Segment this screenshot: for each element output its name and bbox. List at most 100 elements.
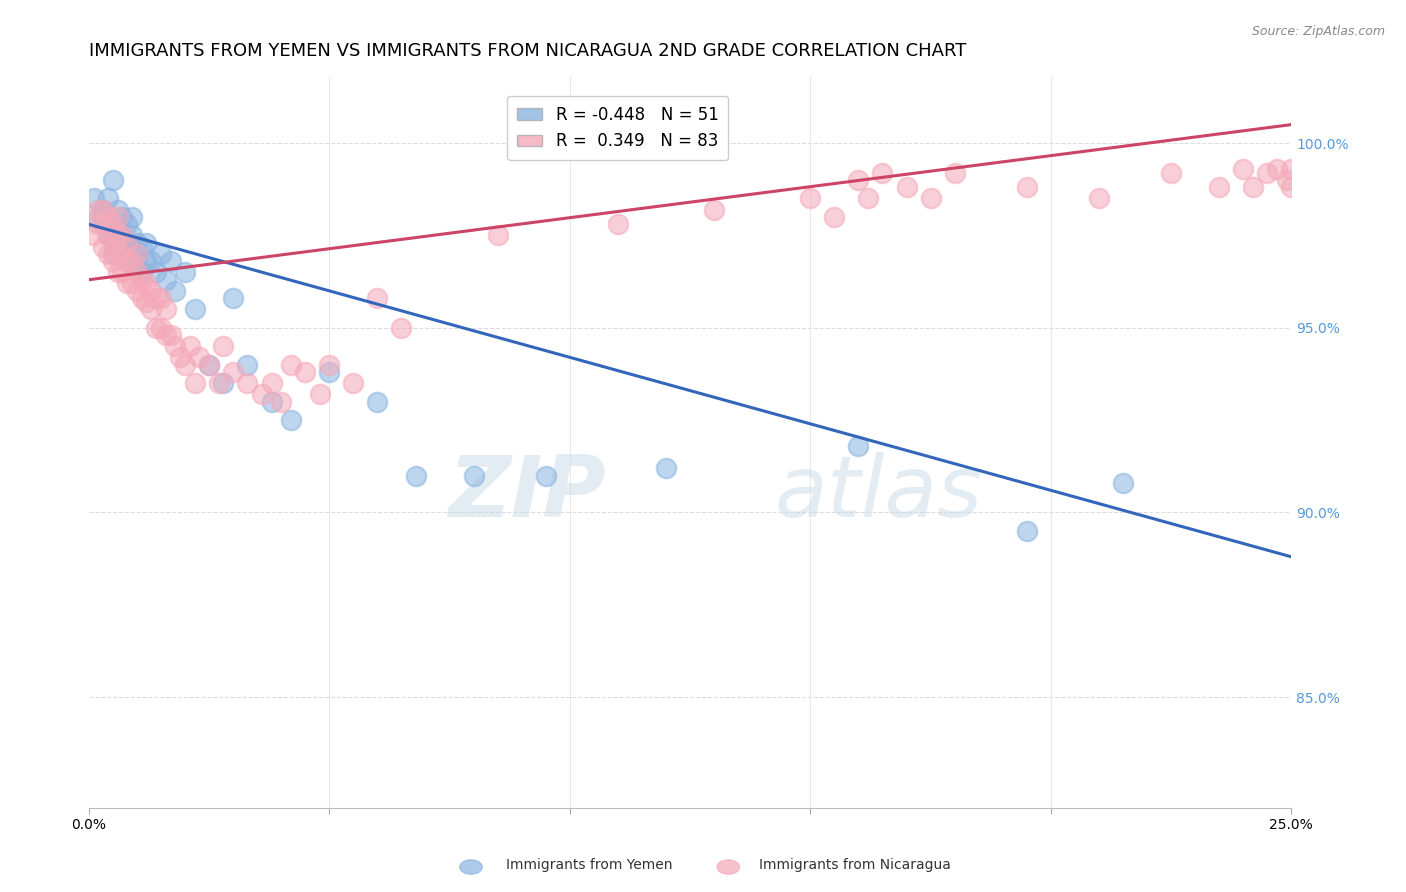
Point <box>91 218 114 232</box>
Text: Immigrants from Nicaragua: Immigrants from Nicaragua <box>759 858 950 872</box>
Point <box>1265 161 1288 176</box>
Point <box>318 365 340 379</box>
Point <box>101 218 124 232</box>
Point <box>145 265 167 279</box>
Point <box>308 387 330 401</box>
Point <box>91 202 114 217</box>
Point <box>131 239 153 253</box>
Point <box>1232 161 1254 176</box>
Point <box>366 394 388 409</box>
Point <box>250 387 273 401</box>
Point <box>121 228 143 243</box>
Point <box>111 228 134 243</box>
Point <box>280 413 302 427</box>
Point <box>141 302 163 317</box>
Point <box>366 291 388 305</box>
Point <box>149 320 172 334</box>
Point <box>107 228 129 243</box>
Point <box>121 210 143 224</box>
Point <box>97 192 120 206</box>
Point <box>121 254 143 268</box>
Point <box>107 202 129 217</box>
Point <box>1275 173 1298 187</box>
Point <box>145 320 167 334</box>
Point <box>107 265 129 279</box>
Point <box>91 218 114 232</box>
Point <box>97 210 120 224</box>
Point <box>115 254 138 268</box>
Legend: R = -0.448   N = 51, R =  0.349   N = 83: R = -0.448 N = 51, R = 0.349 N = 83 <box>508 96 728 161</box>
Point <box>97 210 120 224</box>
Point <box>1015 180 1038 194</box>
Point <box>97 228 120 243</box>
Point <box>1279 180 1302 194</box>
Point <box>159 328 181 343</box>
Point <box>87 218 110 232</box>
Point <box>141 254 163 268</box>
Point <box>101 254 124 268</box>
Point <box>236 376 259 391</box>
Point <box>486 228 509 243</box>
Point <box>174 265 197 279</box>
Point <box>179 339 201 353</box>
Point <box>222 291 245 305</box>
Point <box>107 210 129 224</box>
Point <box>155 328 177 343</box>
Point <box>823 210 845 224</box>
Point <box>655 461 678 475</box>
Point <box>183 376 205 391</box>
Point <box>97 247 120 261</box>
Point <box>212 376 235 391</box>
Point <box>943 166 966 180</box>
Point <box>207 376 229 391</box>
Point <box>534 468 557 483</box>
Point <box>131 265 153 279</box>
Point <box>183 302 205 317</box>
Point <box>145 291 167 305</box>
Point <box>135 235 157 250</box>
Point <box>198 358 221 372</box>
Point <box>111 247 134 261</box>
Point <box>236 358 259 372</box>
Text: ZIP: ZIP <box>449 452 606 535</box>
Point <box>165 284 187 298</box>
Point <box>799 192 821 206</box>
Point <box>280 358 302 372</box>
Point <box>125 235 148 250</box>
Point <box>83 228 105 243</box>
Point <box>111 210 134 224</box>
Point <box>87 210 110 224</box>
Point <box>848 173 870 187</box>
Point <box>101 228 124 243</box>
Point <box>107 247 129 261</box>
Point <box>91 239 114 253</box>
Point <box>1088 192 1111 206</box>
Point <box>896 180 918 194</box>
Point <box>115 218 138 232</box>
Point <box>111 265 134 279</box>
Point <box>1015 524 1038 538</box>
Point <box>135 294 157 309</box>
Point <box>131 273 153 287</box>
Point <box>872 166 894 180</box>
Point <box>141 284 163 298</box>
Point <box>87 202 110 217</box>
Point <box>125 265 148 279</box>
Point <box>463 468 485 483</box>
Point <box>125 247 148 261</box>
Point <box>107 218 129 232</box>
Point <box>318 358 340 372</box>
Point <box>121 247 143 261</box>
Point <box>606 218 628 232</box>
Point <box>125 254 148 268</box>
Point <box>107 239 129 253</box>
Point <box>115 235 138 250</box>
Point <box>91 202 114 217</box>
Point <box>115 277 138 291</box>
Point <box>1256 166 1278 180</box>
Point <box>155 273 177 287</box>
Text: Source: ZipAtlas.com: Source: ZipAtlas.com <box>1251 25 1385 38</box>
Point <box>165 339 187 353</box>
Point <box>703 202 725 217</box>
Point <box>294 365 316 379</box>
